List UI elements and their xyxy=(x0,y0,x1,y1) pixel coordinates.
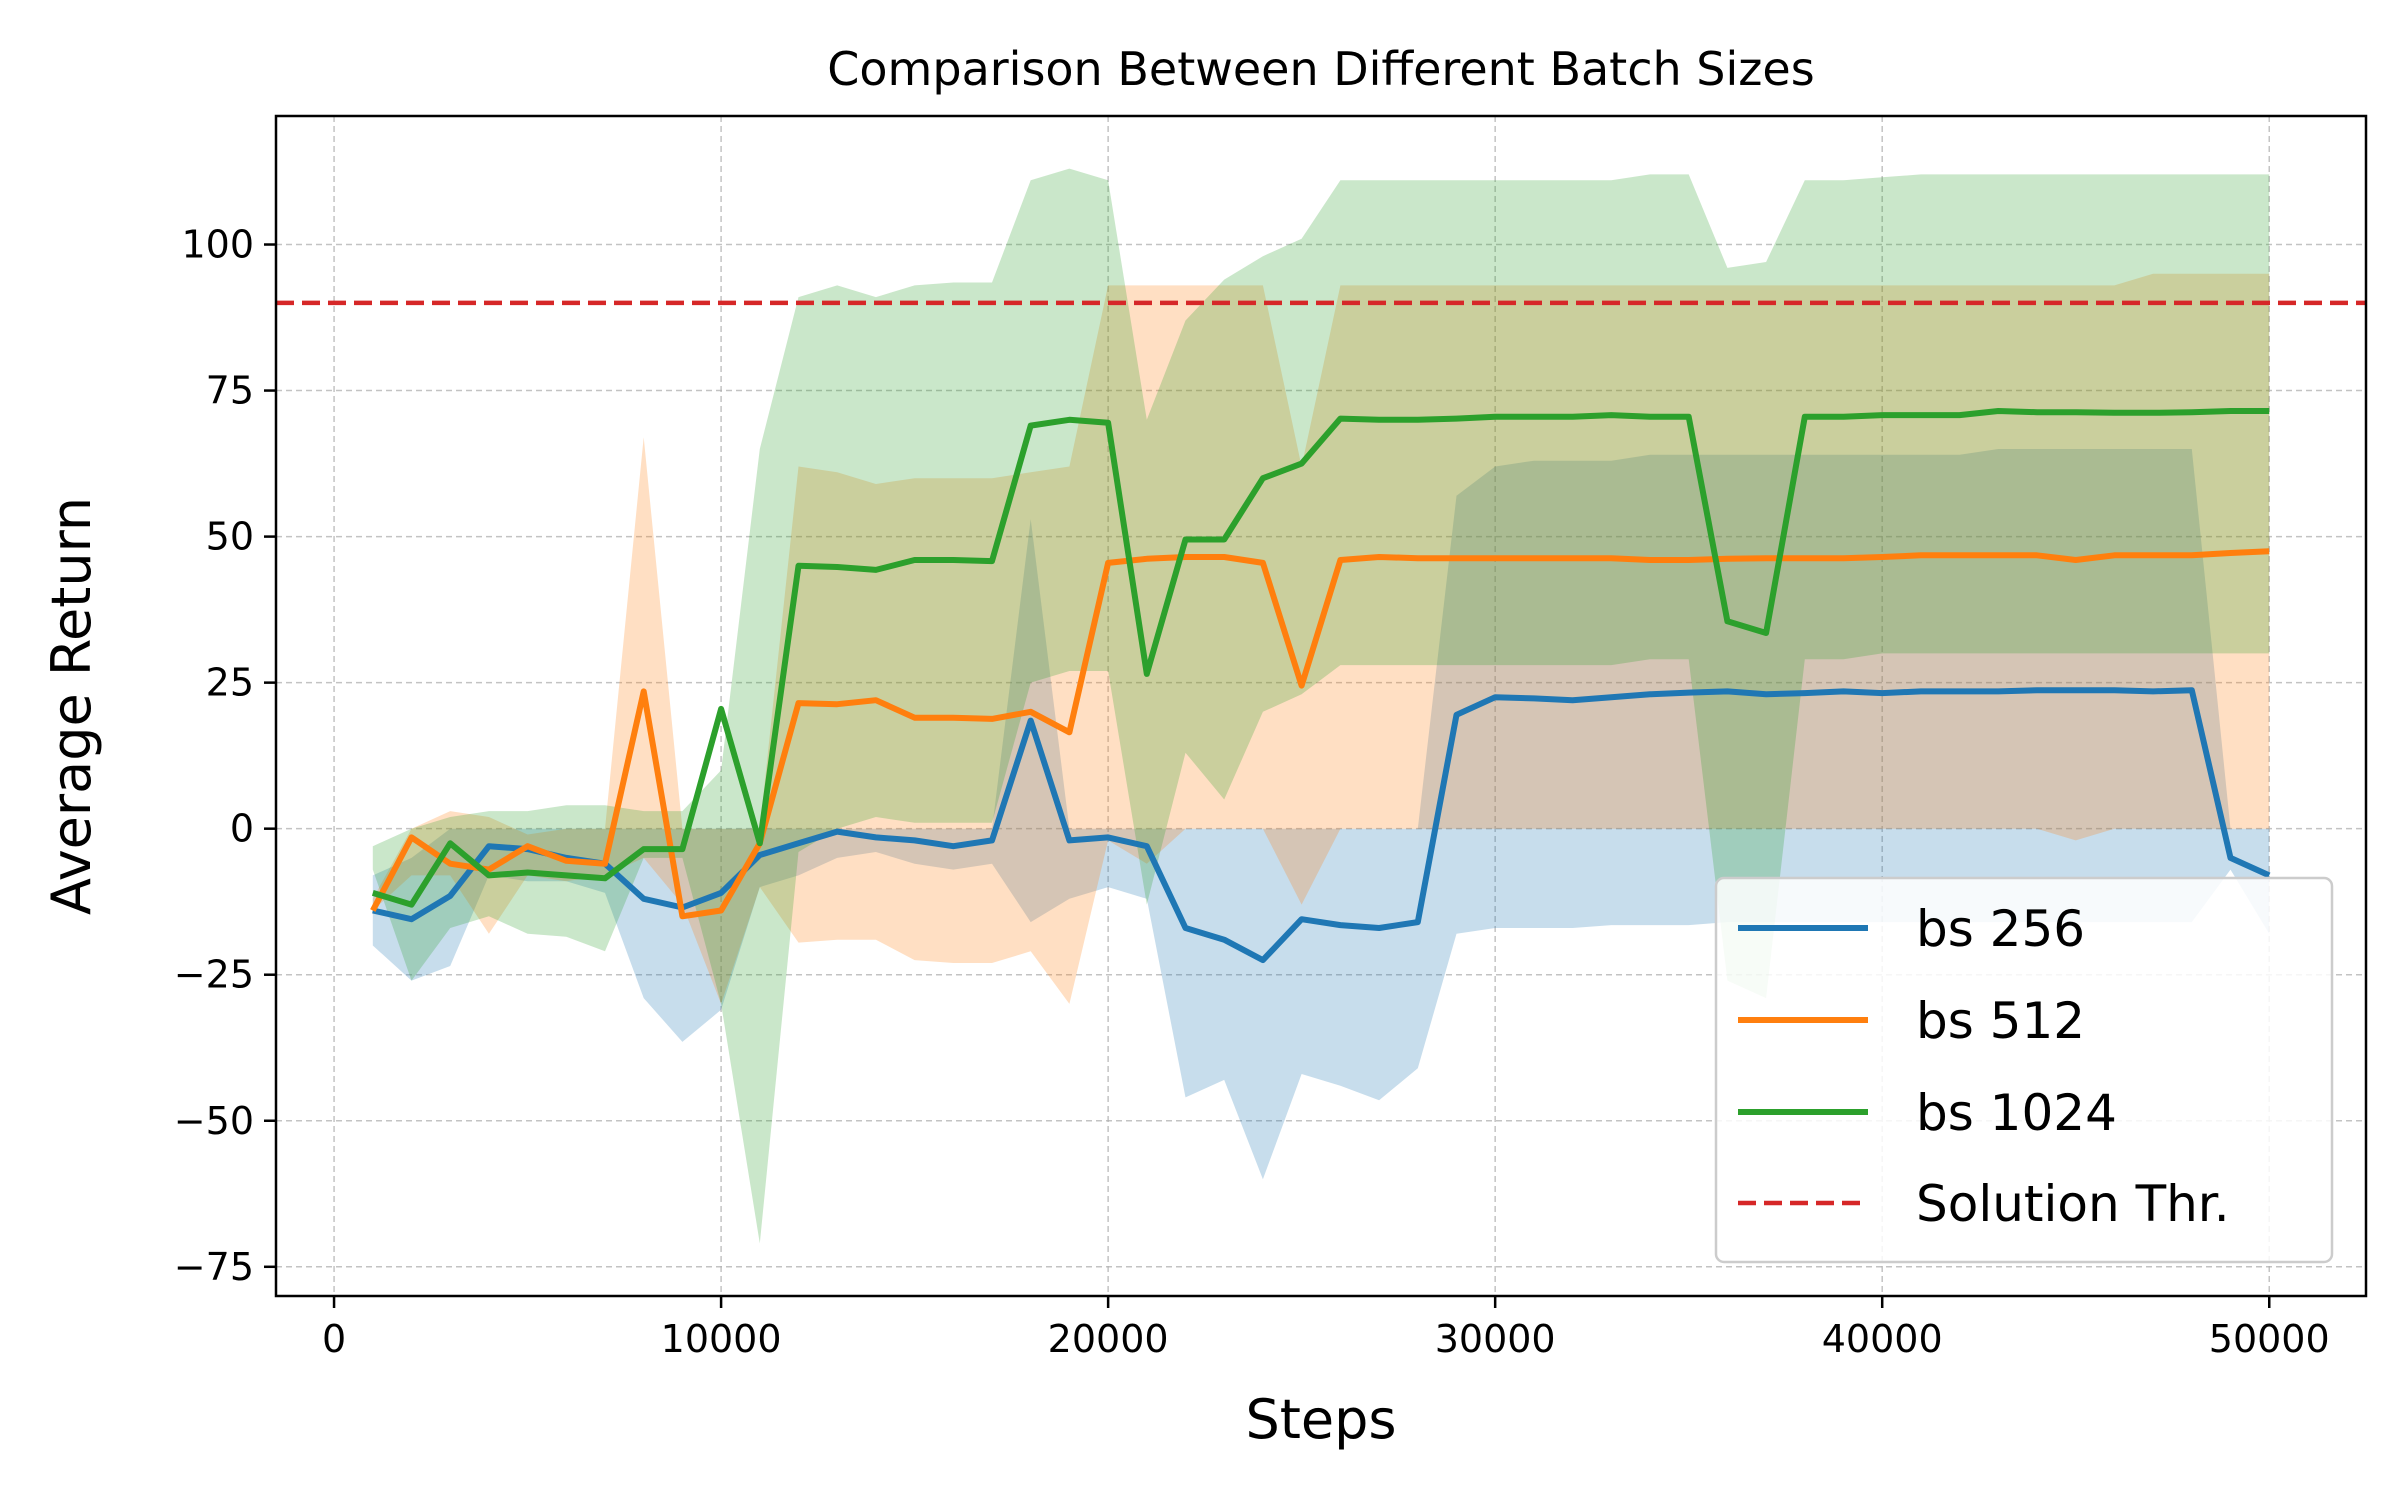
x-axis: 0 10000 20000 30000 40000 50000 xyxy=(322,1296,2330,1361)
legend-label-bs-512: bs 512 xyxy=(1916,992,2085,1050)
y-tick-label: 25 xyxy=(206,661,254,705)
x-tick-label: 20000 xyxy=(1048,1317,1169,1361)
plot-frame xyxy=(274,114,2368,1298)
y-tick-label: 75 xyxy=(206,369,254,413)
chart-title: Comparison Between Different Batch Sizes xyxy=(827,42,1814,96)
line-bs-512 xyxy=(370,548,2270,920)
legend-label-threshold: Solution Thr. xyxy=(1916,1175,2230,1233)
y-tick-label: 100 xyxy=(181,223,254,267)
y-tick-label: 0 xyxy=(230,807,254,851)
x-tick-label: 50000 xyxy=(2209,1317,2330,1361)
x-tick-label: 40000 xyxy=(1822,1317,1943,1361)
y-axis: −75 −50 −25 0 25 50 75 100 xyxy=(174,223,276,1289)
legend-box xyxy=(1714,876,2334,1264)
x-tick-label: 0 xyxy=(322,1317,346,1361)
x-tick-label: 10000 xyxy=(661,1317,782,1361)
band-bs-256 xyxy=(372,449,2270,1180)
line-bs-256 xyxy=(372,687,2271,964)
y-tick-label: −75 xyxy=(174,1245,254,1289)
y-tick-label: −50 xyxy=(174,1099,254,1143)
legend-label-bs-1024: bs 1024 xyxy=(1916,1084,2117,1142)
y-tick-label: −25 xyxy=(174,953,254,997)
y-tick-label: 50 xyxy=(206,515,254,559)
legend-label-bs-256: bs 256 xyxy=(1916,900,2085,958)
series-lines xyxy=(370,408,2271,964)
band-bs-1024 xyxy=(372,168,2270,1244)
legend: bs 256 bs 512 bs 1024 Solution Thr. xyxy=(1714,876,2334,1264)
x-axis-label: Steps xyxy=(1245,1388,1396,1451)
x-tick-label: 30000 xyxy=(1435,1317,1556,1361)
y-axis-label: Average Return xyxy=(40,497,103,915)
line-bs-1024 xyxy=(371,408,2270,908)
